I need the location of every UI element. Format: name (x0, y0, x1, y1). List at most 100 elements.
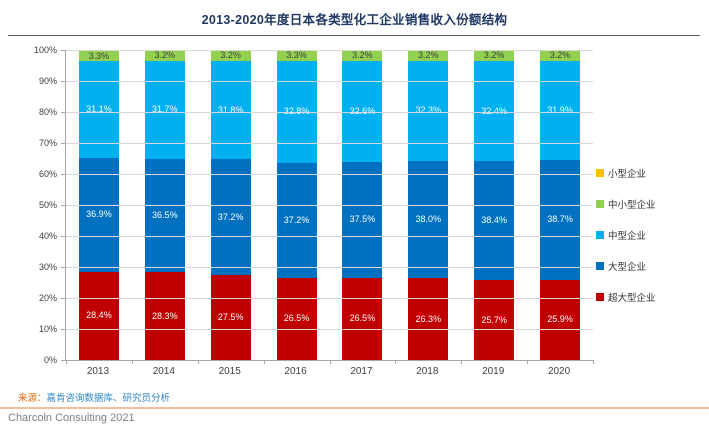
bar-segment-超大型企业: 25.7% (474, 280, 515, 360)
footer-brand: Charcoln Consulting 2021 (8, 412, 135, 424)
legend: 小型企业中小型企业中型企业大型企业超大型企业 (596, 166, 656, 321)
legend-item: 小型企业 (596, 166, 656, 180)
bar-segment-中小型企业: 3.3% (276, 50, 317, 61)
y-axis-tick (61, 81, 66, 82)
bar-value-label: 28.3% (152, 310, 178, 321)
bar-value-label: 3.2% (154, 50, 176, 61)
bar-value-label: 3.2% (549, 50, 571, 61)
x-axis-label: 2013 (86, 366, 110, 377)
bar-value-label: 36.9% (86, 209, 112, 220)
gridline (66, 81, 593, 82)
source-note: 来源：嘉肯咨询数据库、研究员分析 (18, 390, 170, 404)
y-axis-tick (61, 50, 66, 51)
x-axis-tick (66, 360, 67, 364)
bar-value-label: 31.7% (152, 104, 178, 115)
bar-value-label: 36.5% (152, 210, 178, 221)
plot-area: 3.3% 31.1% 36.9% 28.4% 3.2% 31.7% 36.5% 28.3% 3.… (61, 50, 594, 364)
legend-swatch-icon (596, 262, 604, 270)
bar-segment-中小型企业: 3.2% (144, 50, 185, 61)
gridline (66, 143, 593, 144)
gridline (66, 50, 593, 51)
bar-value-label: 37.2% (283, 214, 310, 225)
bar-2015: 3.2% 31.8% 37.2% 27.5% (210, 50, 251, 360)
bar-value-label: 3.3% (88, 50, 110, 61)
x-axis-tick (197, 360, 199, 364)
bar-value-label: 28.4% (86, 310, 112, 321)
legend-label: 小型企业 (608, 169, 647, 180)
y-axis-tick (61, 112, 66, 113)
bar-2019: 3.2% 32.4% 38.4% 25.7% (474, 50, 515, 360)
y-axis-tick (61, 174, 66, 175)
bar-segment-中型企业: 31.9% (540, 60, 581, 160)
y-axis-label: 50% (38, 200, 57, 210)
bar-value-label: 32.4% (481, 105, 507, 116)
bar-segment-大型企业: 36.5% (144, 159, 185, 273)
bar-segment-中小型企业: 3.2% (408, 51, 449, 61)
gridline (66, 298, 593, 299)
bar-value-label: 38.0% (415, 214, 442, 225)
legend-item: 中小型企业 (596, 197, 656, 211)
y-axis-tick (61, 143, 66, 144)
bar-2013: 3.3% 31.1% 36.9% 28.4% (78, 50, 119, 360)
bar-segment-大型企业: 38.4% (474, 161, 515, 281)
bar-segment-中小型企业: 3.2% (540, 50, 581, 61)
x-axis-tick (263, 360, 265, 364)
chart-title: 2013-2020年度日本各类型化工企业销售收入份额结构 (201, 13, 508, 27)
bar-2016: 3.3% 32.8% 37.2% 26.5% (276, 50, 317, 360)
gridline (66, 112, 593, 113)
bar-segment-中型企业: 31.1% (78, 61, 119, 158)
x-axis-label: 2016 (284, 366, 307, 377)
x-axis-tick (461, 360, 463, 364)
y-axis-tick (61, 267, 66, 268)
bar-value-label: 26.3% (415, 313, 442, 324)
source-prefix: 来源： (18, 393, 47, 404)
legend-swatch-icon (596, 293, 604, 301)
bar-value-label: 3.2% (483, 50, 505, 61)
legend-swatch-icon (596, 169, 604, 177)
legend-label: 超大型企业 (608, 293, 656, 304)
legend-item: 大型企业 (596, 259, 656, 273)
y-axis-tick (61, 298, 66, 299)
bar-value-label: 31.8% (217, 104, 244, 115)
bar-segment-中型企业: 32.8% (276, 60, 317, 163)
bar-segment-中小型企业: 3.2% (210, 51, 251, 61)
x-axis-label: 2018 (416, 366, 439, 377)
x-axis-tick (329, 360, 331, 364)
y-axis-tick (61, 236, 66, 237)
bar-segment-中小型企业: 3.2% (474, 50, 515, 61)
bar-value-label: 31.1% (86, 103, 112, 114)
bar-segment-大型企业: 36.9% (78, 157, 119, 272)
legend-item: 中型企业 (596, 228, 656, 242)
bar-segment-中小型企业: 3.2% (342, 50, 383, 61)
y-axis-label: 40% (38, 231, 57, 241)
bar-segment-中型企业: 32.4% (474, 60, 515, 162)
bar-value-label: 3.2% (352, 50, 373, 61)
y-axis-tick (61, 205, 66, 206)
bar-value-label: 32.6% (349, 105, 376, 116)
source-text: 嘉肯咨询数据库、研究员分析 (46, 393, 171, 404)
bar-2017: 3.2% 32.6% 37.5% 26.5% (342, 50, 383, 360)
bar-segment-大型企业: 38.0% (408, 160, 449, 279)
bar-value-label: 31.9% (547, 104, 573, 115)
gridline (66, 267, 593, 268)
bar-segment-超大型企业: 25.9% (540, 279, 581, 360)
bar-value-label: 37.2% (217, 211, 244, 222)
bar-segment-超大型企业: 27.5% (210, 274, 251, 360)
bar-segment-大型企业: 38.7% (540, 159, 581, 280)
y-axis-label: 30% (38, 262, 57, 272)
bar-value-label: 25.9% (547, 314, 573, 325)
bar-segment-大型企业: 37.5% (342, 161, 383, 278)
y-axis-label: 0% (43, 355, 57, 365)
bar-segment-超大型企业: 28.4% (78, 271, 119, 360)
y-axis-tick (61, 360, 66, 361)
x-axis-label: 2019 (482, 366, 505, 377)
y-axis-label: 70% (38, 138, 57, 148)
bar-value-label: 38.4% (481, 215, 507, 226)
x-axis-tick (131, 360, 133, 364)
bar-value-label: 32.3% (415, 105, 442, 116)
bar-segment-超大型企业: 28.3% (144, 272, 185, 360)
bar-segment-中型企业: 31.8% (210, 60, 251, 160)
x-axis-label: 2014 (152, 366, 175, 377)
bar-value-label: 32.8% (283, 106, 310, 117)
x-axis-labels: 2013 2014 2015 2016 2017 2018 2019 2020 (65, 366, 592, 377)
